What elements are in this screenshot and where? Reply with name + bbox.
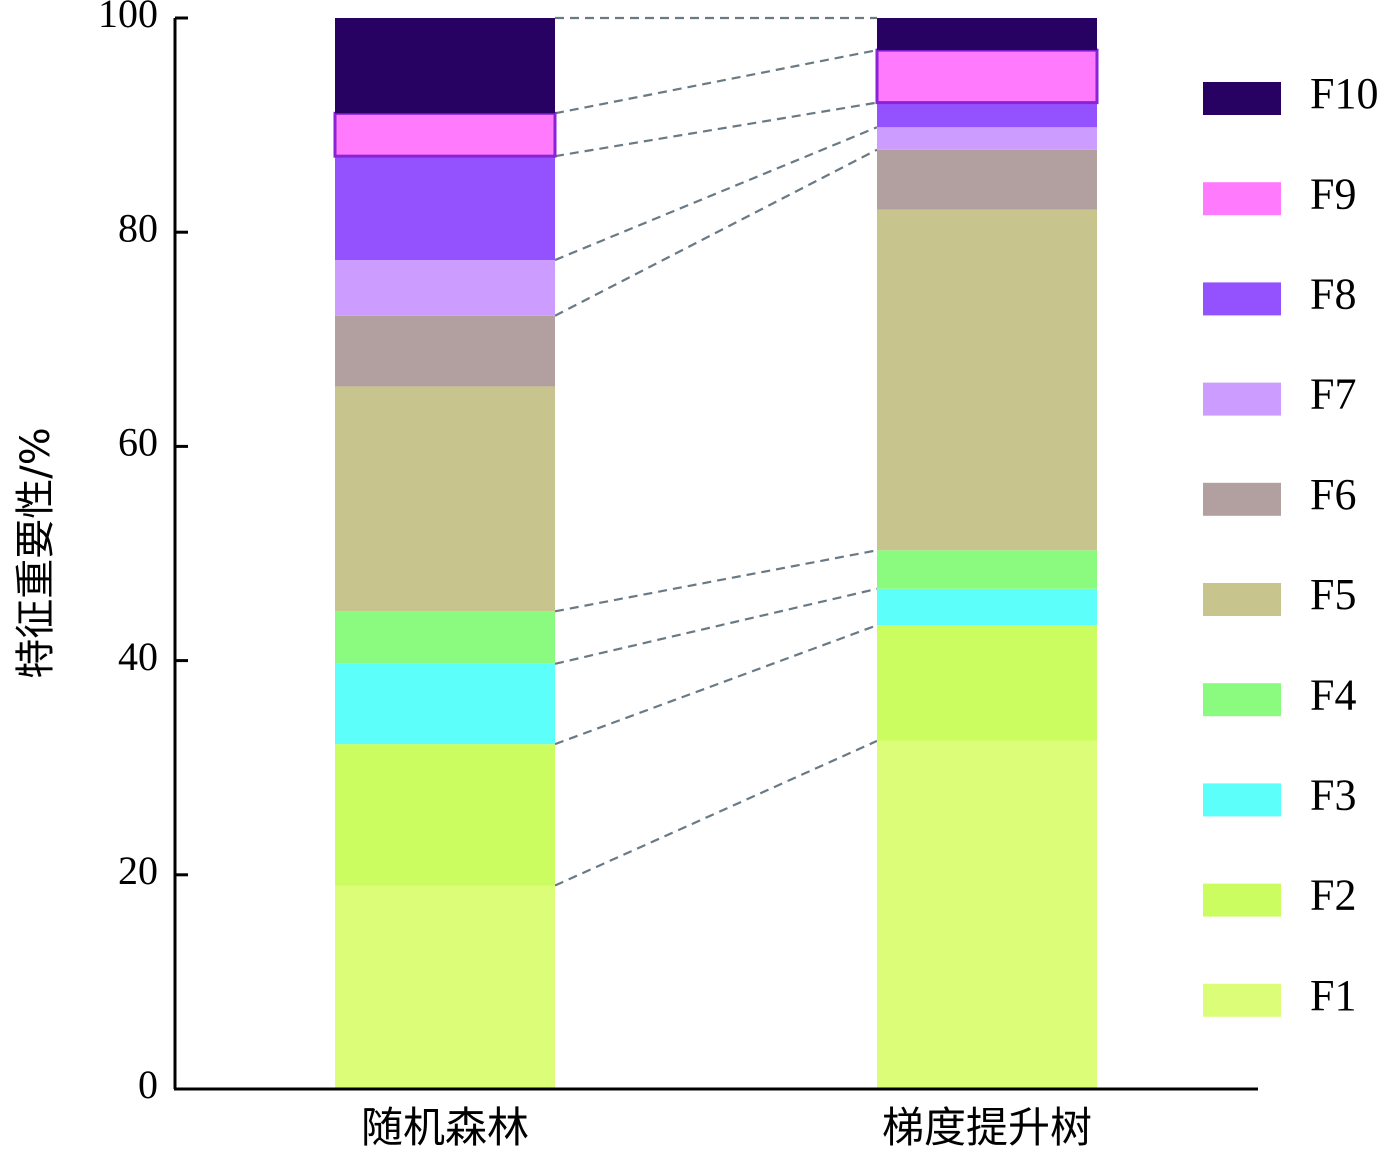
legend-item-f5: F5 — [1203, 570, 1356, 619]
legend-item-f8: F8 — [1203, 269, 1356, 318]
legend-label: F5 — [1310, 570, 1356, 619]
connector-line — [554, 549, 878, 613]
bar-segment-f9 — [875, 48, 1099, 105]
y-tick-label: 40 — [118, 634, 158, 679]
legend-label: F6 — [1310, 470, 1356, 519]
y-ticks: 0 20 40 60 80 100 — [98, 0, 188, 1107]
legend-item-f3: F3 — [1203, 770, 1356, 819]
x-category-label: 随机森林 — [361, 1103, 529, 1152]
bar-segment-f4 — [877, 550, 1097, 589]
connector-line — [554, 148, 878, 317]
legend-swatch — [1203, 983, 1281, 1017]
bar-segment-f6 — [877, 149, 1097, 210]
legend-item-f6: F6 — [1203, 470, 1356, 519]
legend-label: F7 — [1310, 370, 1356, 419]
y-tick-label: 60 — [118, 420, 158, 465]
bar-segment-f9 — [333, 111, 557, 158]
y-tick-label: 80 — [118, 205, 158, 250]
axes — [173, 18, 1258, 1091]
connector-line — [554, 739, 878, 887]
bar-segment-f7 — [877, 127, 1097, 150]
bar-segment-f1 — [335, 885, 555, 1089]
bar-segment-f5 — [335, 386, 555, 612]
legend-label: F4 — [1310, 670, 1356, 719]
y-tick-label: 100 — [98, 0, 158, 36]
connector-line — [554, 101, 878, 158]
legend-swatch — [1203, 482, 1281, 516]
legend-item-f9: F9 — [1203, 169, 1356, 218]
legend-swatch — [1203, 783, 1281, 817]
legend-label: F10 — [1310, 69, 1378, 118]
connector-lines — [554, 16, 878, 887]
legend-item-f1: F1 — [1203, 971, 1356, 1020]
legend-label: F2 — [1310, 871, 1356, 920]
bar-segment-f2 — [335, 744, 555, 886]
legend-swatch — [1203, 382, 1281, 416]
y-axis-label: 特征重要性/% — [13, 427, 59, 678]
connector-line — [554, 126, 878, 262]
bar-segment-f10 — [877, 18, 1097, 51]
legend-swatch — [1203, 282, 1281, 316]
legend-swatch — [1203, 883, 1281, 917]
bar-segment-f1 — [877, 740, 1097, 1089]
legend-item-f2: F2 — [1203, 871, 1356, 920]
legend: F10 F9 F8 F7 F6 F5 F4 F3 F2 F1 — [1203, 69, 1378, 1020]
connector-line — [554, 624, 878, 746]
bar-segment-f8 — [877, 102, 1097, 128]
legend-item-f7: F7 — [1203, 370, 1356, 419]
bar-segment-f3 — [335, 663, 555, 745]
bar-segment-f2 — [877, 625, 1097, 741]
legend-label: F8 — [1310, 269, 1356, 318]
bar-segment-f6 — [335, 315, 555, 387]
legend-item-f10: F10 — [1203, 69, 1378, 118]
connector-line — [554, 587, 878, 665]
legend-swatch — [1203, 182, 1281, 216]
y-tick-label: 20 — [118, 848, 158, 893]
bar-stack — [875, 18, 1099, 1089]
y-tick-label: 0 — [138, 1062, 158, 1107]
x-category-labels: 随机森林 梯度提升树 — [361, 1103, 1092, 1152]
legend-swatch — [1203, 583, 1281, 616]
legend-label: F9 — [1310, 169, 1356, 218]
bar-segment-f8 — [335, 156, 555, 261]
legend-swatch — [1203, 683, 1281, 717]
bar-segment-f7 — [335, 260, 555, 316]
bar-stack — [333, 18, 557, 1089]
bar-stacks — [333, 18, 1099, 1089]
bar-segment-f5 — [877, 209, 1097, 551]
legend-swatch — [1203, 82, 1281, 115]
legend-label: F1 — [1310, 971, 1356, 1020]
legend-item-f4: F4 — [1203, 670, 1356, 719]
legend-label: F3 — [1310, 770, 1356, 819]
bar-segment-f4 — [335, 611, 555, 664]
connector-line — [554, 49, 878, 115]
x-category-label: 梯度提升树 — [882, 1103, 1092, 1152]
bar-segment-f10 — [335, 18, 555, 114]
bar-segment-f3 — [877, 588, 1097, 626]
